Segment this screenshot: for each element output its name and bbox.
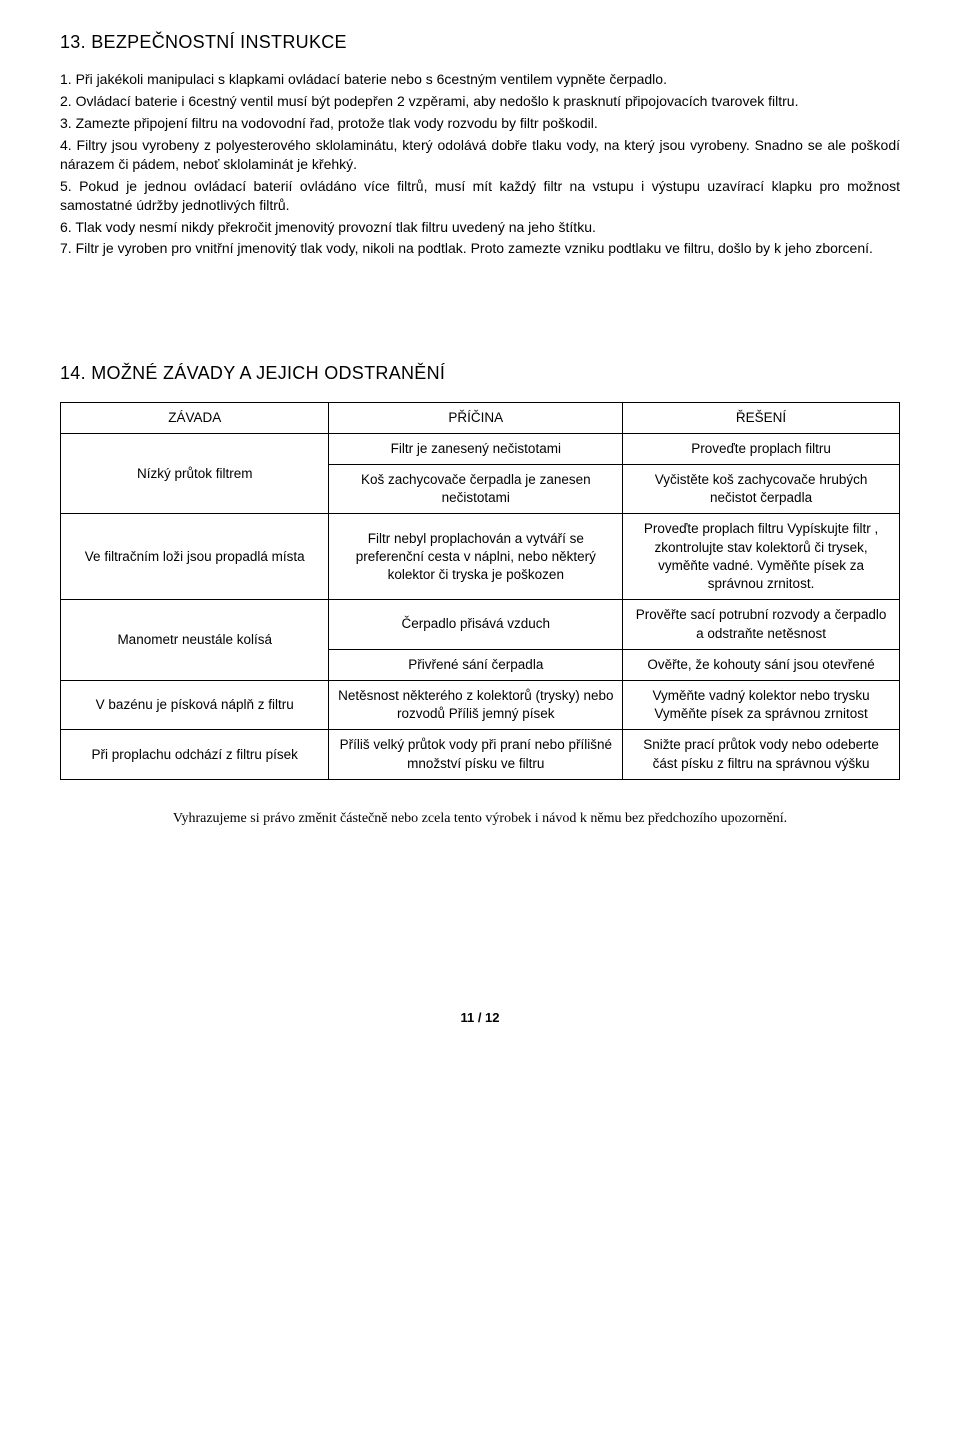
cell-fault: Ve filtračním loži jsou propadlá místa xyxy=(61,514,329,600)
footer-note: Vyhrazujeme si právo změnit částečně neb… xyxy=(60,810,900,829)
paragraph-5: 5. Pokud je jednou ovládací baterií ovlá… xyxy=(60,177,900,215)
paragraph-7: 7. Filtr je vyroben pro vnitřní jmenovit… xyxy=(60,239,900,258)
table-row: V bazénu je písková náplň z filtru Netěs… xyxy=(61,681,900,730)
cell-solution: Proveďte proplach filtru xyxy=(623,433,900,464)
cell-solution: Vyměňte vadný kolektor nebo trysku Vyměň… xyxy=(623,681,900,730)
cell-solution: Proveďte proplach filtru Vypískujte filt… xyxy=(623,514,900,600)
cell-fault: V bazénu je písková náplň z filtru xyxy=(61,681,329,730)
cell-cause: Čerpadlo přisává vzduch xyxy=(329,600,623,649)
cell-cause: Koš zachycovače čerpadla je zanesen neči… xyxy=(329,465,623,514)
paragraph-3: 3. Zamezte připojení filtru na vodovodní… xyxy=(60,114,900,133)
header-fault: ZÁVADA xyxy=(61,402,329,433)
paragraph-2: 2. Ovládací baterie i 6cestný ventil mus… xyxy=(60,92,900,111)
cell-solution: Prověřte sací potrubní rozvody a čerpadl… xyxy=(623,600,900,649)
cell-fault: Manometr neustále kolísá xyxy=(61,600,329,681)
cell-fault: Nízký průtok filtrem xyxy=(61,433,329,514)
cell-solution: Snižte prací průtok vody nebo odeberte č… xyxy=(623,730,900,779)
cell-solution: Ověřte, že kohouty sání jsou otevřené xyxy=(623,649,900,680)
cell-cause: Netěsnost některého z kolektorů (trysky)… xyxy=(329,681,623,730)
cell-cause: Filtr nebyl proplachován a vytváří se pr… xyxy=(329,514,623,600)
cell-cause: Přivřené sání čerpadla xyxy=(329,649,623,680)
header-solution: ŘEŠENÍ xyxy=(623,402,900,433)
table-row: Ve filtračním loži jsou propadlá místa F… xyxy=(61,514,900,600)
cell-solution: Vyčistěte koš zachycovače hrubých nečist… xyxy=(623,465,900,514)
section-13-heading: 13. BEZPEČNOSTNÍ INSTRUKCE xyxy=(60,30,900,54)
paragraph-6: 6. Tlak vody nesmí nikdy překročit jmeno… xyxy=(60,218,900,237)
header-cause: PŘÍČINA xyxy=(329,402,623,433)
table-row: Při proplachu odchází z filtru písek Pří… xyxy=(61,730,900,779)
paragraph-4: 4. Filtry jsou vyrobeny z polyesterového… xyxy=(60,136,900,174)
page-number: 11 / 12 xyxy=(60,1009,900,1027)
table-row: Manometr neustále kolísá Čerpadlo přisáv… xyxy=(61,600,900,649)
cell-cause: Příliš velký průtok vody při praní nebo … xyxy=(329,730,623,779)
cell-fault: Při proplachu odchází z filtru písek xyxy=(61,730,329,779)
defects-table: ZÁVADA PŘÍČINA ŘEŠENÍ Nízký průtok filtr… xyxy=(60,402,900,780)
paragraph-1: 1. Při jakékoli manipulaci s klapkami ov… xyxy=(60,70,900,89)
section-14-heading: 14. MOŽNÉ ZÁVADY A JEJICH ODSTRANĚNÍ xyxy=(60,361,900,385)
table-header-row: ZÁVADA PŘÍČINA ŘEŠENÍ xyxy=(61,402,900,433)
table-row: Nízký průtok filtrem Filtr je zanesený n… xyxy=(61,433,900,464)
cell-cause: Filtr je zanesený nečistotami xyxy=(329,433,623,464)
